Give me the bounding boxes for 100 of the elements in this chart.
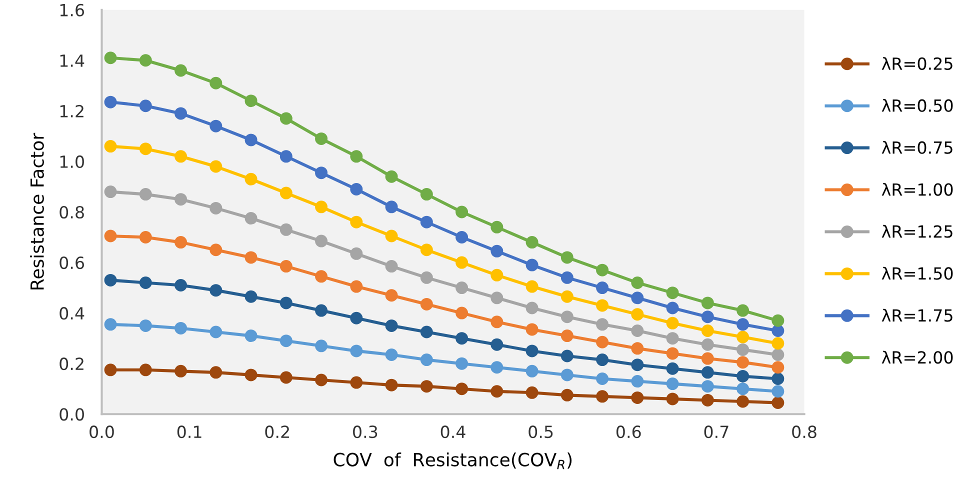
point bbox=[736, 382, 750, 396]
point bbox=[526, 302, 538, 314]
point bbox=[385, 230, 398, 242]
point bbox=[631, 292, 644, 304]
point bbox=[315, 166, 328, 180]
legend-label: λR=0.25 bbox=[882, 57, 952, 70]
point bbox=[104, 186, 117, 198]
point bbox=[420, 380, 433, 393]
point bbox=[526, 236, 538, 249]
point bbox=[631, 342, 644, 355]
point bbox=[736, 343, 750, 356]
y-tick-label: 1.2 bbox=[60, 104, 84, 118]
point bbox=[560, 350, 574, 362]
point bbox=[526, 386, 538, 399]
point bbox=[350, 247, 363, 260]
point bbox=[736, 370, 750, 382]
y-tick-label: 1.0 bbox=[60, 155, 84, 168]
point bbox=[736, 356, 750, 369]
point bbox=[701, 310, 714, 324]
point bbox=[174, 364, 188, 378]
point bbox=[456, 357, 468, 370]
point bbox=[210, 284, 222, 297]
point bbox=[456, 282, 468, 294]
y-tick-label: 0.2 bbox=[60, 358, 84, 370]
point bbox=[736, 330, 750, 344]
point bbox=[280, 260, 292, 273]
point bbox=[139, 188, 152, 201]
point bbox=[139, 142, 152, 156]
point bbox=[490, 268, 504, 282]
point bbox=[315, 270, 328, 283]
point bbox=[490, 338, 504, 351]
x-tick-label: 0.2 bbox=[265, 426, 289, 438]
point bbox=[104, 274, 117, 286]
y-tick-label: 1.4 bbox=[60, 54, 84, 67]
point bbox=[104, 364, 117, 376]
point bbox=[666, 362, 679, 375]
point bbox=[350, 344, 363, 358]
point bbox=[244, 172, 258, 186]
x-tick-label: 0.4 bbox=[440, 426, 466, 438]
point bbox=[174, 107, 188, 120]
point bbox=[139, 231, 152, 244]
point bbox=[174, 279, 188, 292]
point bbox=[666, 302, 679, 314]
point bbox=[772, 361, 784, 374]
point bbox=[280, 112, 292, 125]
point bbox=[490, 220, 504, 234]
point bbox=[631, 308, 644, 321]
point bbox=[104, 230, 117, 242]
point bbox=[596, 264, 609, 276]
x-tick-label: 0.5 bbox=[528, 426, 553, 438]
point bbox=[315, 304, 328, 317]
point bbox=[315, 340, 328, 352]
point bbox=[526, 280, 538, 293]
point bbox=[104, 318, 117, 331]
point bbox=[456, 306, 468, 320]
point bbox=[315, 374, 328, 386]
point bbox=[631, 391, 644, 404]
point bbox=[701, 366, 714, 379]
point bbox=[772, 348, 784, 361]
point bbox=[420, 354, 433, 366]
point bbox=[420, 244, 433, 256]
point bbox=[385, 378, 398, 392]
point bbox=[736, 395, 750, 408]
point bbox=[420, 188, 433, 201]
point bbox=[701, 324, 714, 337]
point bbox=[244, 94, 258, 108]
point bbox=[244, 212, 258, 225]
point bbox=[210, 120, 222, 132]
point bbox=[174, 193, 188, 206]
point bbox=[596, 336, 609, 348]
point bbox=[560, 290, 574, 303]
point bbox=[350, 312, 363, 324]
point bbox=[560, 368, 574, 382]
point bbox=[244, 251, 258, 264]
point bbox=[560, 271, 574, 284]
point bbox=[280, 334, 292, 348]
point bbox=[666, 286, 679, 300]
point bbox=[350, 376, 363, 389]
point bbox=[420, 298, 433, 310]
point bbox=[456, 382, 468, 396]
point bbox=[701, 352, 714, 365]
legend-label: λR=0.50 bbox=[882, 99, 953, 112]
point bbox=[385, 200, 398, 214]
point bbox=[420, 216, 433, 228]
point bbox=[701, 338, 714, 351]
point bbox=[244, 330, 258, 342]
y-tick-label: 0.0 bbox=[60, 408, 84, 421]
x-tick-label: 0.7 bbox=[704, 426, 728, 438]
legend-label: λR=1.75 bbox=[882, 308, 952, 322]
point bbox=[104, 52, 117, 64]
point bbox=[420, 326, 433, 338]
point bbox=[772, 314, 784, 327]
point bbox=[315, 234, 328, 248]
point bbox=[210, 326, 222, 338]
point bbox=[174, 236, 188, 249]
point bbox=[772, 396, 784, 409]
point bbox=[174, 150, 188, 163]
point bbox=[280, 186, 292, 200]
point bbox=[139, 276, 152, 289]
point bbox=[526, 344, 538, 358]
